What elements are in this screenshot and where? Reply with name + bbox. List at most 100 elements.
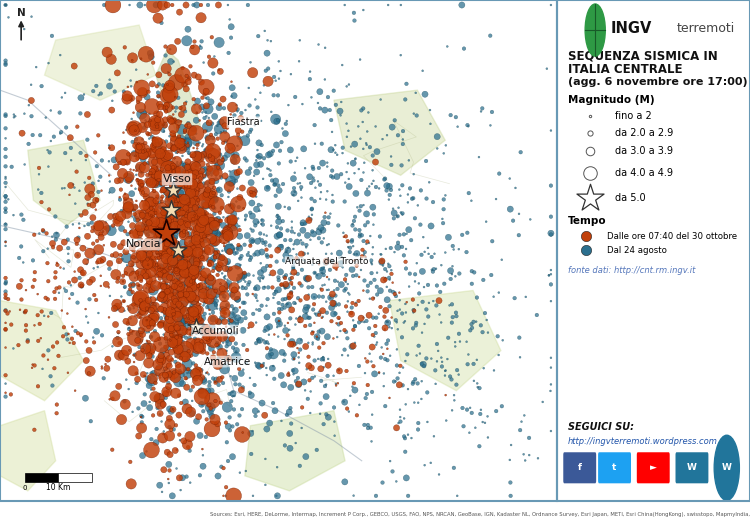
Point xyxy=(545,364,557,372)
Point xyxy=(218,330,230,339)
Point xyxy=(419,248,430,256)
Point xyxy=(136,346,148,355)
Point xyxy=(140,316,152,325)
Text: Visso: Visso xyxy=(163,174,191,184)
Point xyxy=(53,289,65,297)
Point xyxy=(245,321,257,329)
Point xyxy=(268,310,280,318)
Point xyxy=(149,327,161,335)
Point xyxy=(36,307,48,316)
Point xyxy=(200,190,212,198)
Point xyxy=(234,244,246,252)
Point xyxy=(111,69,123,77)
Point xyxy=(347,325,359,334)
Point xyxy=(331,172,343,181)
Point xyxy=(346,310,358,319)
Point xyxy=(453,269,465,278)
Point xyxy=(232,295,244,304)
Point xyxy=(196,271,208,280)
Point xyxy=(115,351,127,360)
Point xyxy=(400,299,412,308)
Point xyxy=(121,346,133,355)
Point xyxy=(158,465,170,474)
Point xyxy=(206,322,218,331)
Point xyxy=(222,265,234,273)
Point xyxy=(156,178,168,186)
FancyBboxPatch shape xyxy=(676,452,709,483)
Point xyxy=(207,257,219,265)
Point xyxy=(176,305,188,314)
Point xyxy=(364,349,376,358)
Point xyxy=(150,1,162,9)
Point xyxy=(155,180,167,189)
Point xyxy=(192,322,204,330)
Point xyxy=(146,204,158,212)
Point xyxy=(202,152,214,160)
Point xyxy=(247,68,259,77)
Point xyxy=(402,385,414,393)
Point xyxy=(85,417,97,426)
Point xyxy=(376,258,388,267)
Point xyxy=(151,137,163,145)
Point xyxy=(383,273,395,282)
Point xyxy=(171,254,183,262)
Point xyxy=(258,284,270,292)
Point xyxy=(51,229,63,237)
Point xyxy=(27,131,39,139)
Point xyxy=(122,302,134,311)
Point xyxy=(162,240,174,248)
Point xyxy=(0,112,11,120)
Point xyxy=(206,396,218,405)
Point xyxy=(200,87,212,95)
Point xyxy=(183,234,195,242)
Point xyxy=(176,315,188,323)
Point xyxy=(214,161,226,170)
Point xyxy=(274,231,286,239)
Point xyxy=(117,277,129,286)
Point xyxy=(175,136,187,145)
Point xyxy=(210,287,222,295)
Point xyxy=(313,228,325,236)
Point xyxy=(146,352,158,361)
Point xyxy=(235,242,247,250)
Point xyxy=(247,237,259,245)
Point xyxy=(164,225,176,234)
Point xyxy=(545,354,557,362)
Point xyxy=(308,356,320,365)
Point xyxy=(152,116,164,124)
Point xyxy=(287,264,299,273)
Point xyxy=(209,52,220,61)
Point xyxy=(186,216,198,224)
Point xyxy=(261,262,273,270)
Point xyxy=(142,343,154,352)
Point xyxy=(135,294,147,302)
Point xyxy=(180,1,192,9)
Point xyxy=(137,147,149,156)
Point xyxy=(122,158,134,166)
Point xyxy=(183,286,195,295)
Point xyxy=(210,196,222,204)
Point xyxy=(176,251,188,260)
Text: W: W xyxy=(722,463,732,472)
Point xyxy=(112,329,125,338)
Point xyxy=(191,109,203,117)
Point xyxy=(228,157,240,165)
Point xyxy=(190,186,202,195)
Point xyxy=(208,194,220,202)
Point xyxy=(180,374,192,383)
Point xyxy=(38,227,50,235)
Point xyxy=(116,169,128,178)
Point xyxy=(137,370,149,379)
Point xyxy=(257,220,269,229)
Point xyxy=(122,230,134,239)
Point xyxy=(134,223,146,231)
Text: da 5.0: da 5.0 xyxy=(614,193,645,203)
Point xyxy=(172,344,184,353)
Point xyxy=(217,153,229,162)
Point xyxy=(182,141,194,149)
Point xyxy=(194,154,206,163)
Point xyxy=(135,249,147,258)
Point xyxy=(279,202,291,211)
Point xyxy=(167,405,179,413)
Point xyxy=(226,144,238,153)
